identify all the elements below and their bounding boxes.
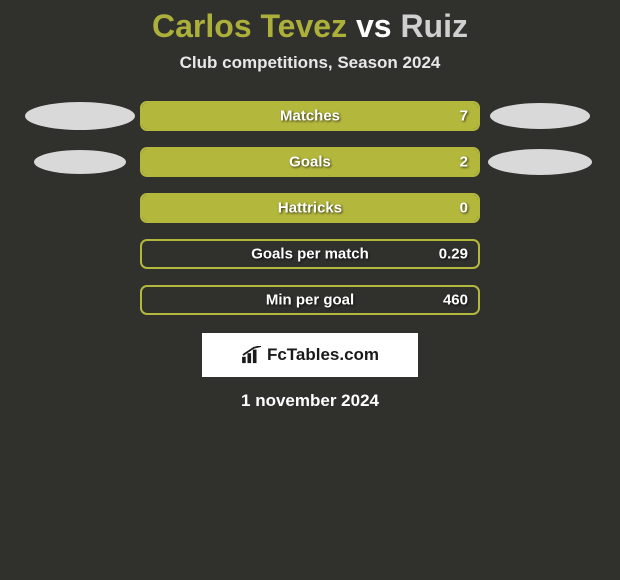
stat-row: Goals 2	[0, 147, 620, 177]
right-side	[480, 149, 600, 175]
right-side	[480, 103, 600, 129]
logo-box: FcTables.com	[202, 333, 418, 377]
stat-value: 0	[460, 200, 468, 217]
stat-label: Hattricks	[278, 200, 342, 217]
stat-value: 460	[443, 292, 468, 309]
date-text: 1 november 2024	[0, 391, 620, 411]
player1-name: Carlos Tevez	[152, 8, 347, 44]
stat-bar: Hattricks 0	[140, 193, 480, 223]
stat-label: Matches	[280, 108, 340, 125]
stat-bar: Min per goal 460	[140, 285, 480, 315]
left-oval	[34, 150, 126, 174]
stat-row: Min per goal 460	[0, 285, 620, 315]
stat-bar: Goals 2	[140, 147, 480, 177]
chart-icon	[241, 346, 263, 364]
stat-value: 0.29	[439, 246, 468, 263]
stat-value: 2	[460, 154, 468, 171]
stat-row: Hattricks 0	[0, 193, 620, 223]
stats-rows: Matches 7 Goals 2 Hattricks 0 Goals per match 0…	[0, 101, 620, 315]
subtitle: Club competitions, Season 2024	[0, 53, 620, 73]
vs-text: vs	[356, 8, 392, 44]
left-oval	[25, 102, 135, 130]
comparison-card: Carlos Tevez vs Ruiz Club competitions, …	[0, 0, 620, 411]
page-title: Carlos Tevez vs Ruiz	[0, 8, 620, 45]
left-side	[20, 102, 140, 130]
stat-bar: Goals per match 0.29	[140, 239, 480, 269]
stat-row: Goals per match 0.29	[0, 239, 620, 269]
logo-text: FcTables.com	[267, 345, 379, 365]
right-oval	[488, 149, 592, 175]
stat-label: Goals	[289, 154, 331, 171]
player2-name: Ruiz	[400, 8, 468, 44]
stat-bar: Matches 7	[140, 101, 480, 131]
stat-label: Min per goal	[266, 292, 354, 309]
right-oval	[490, 103, 590, 129]
left-side	[20, 150, 140, 174]
stat-label: Goals per match	[251, 246, 369, 263]
stat-row: Matches 7	[0, 101, 620, 131]
stat-value: 7	[460, 108, 468, 125]
